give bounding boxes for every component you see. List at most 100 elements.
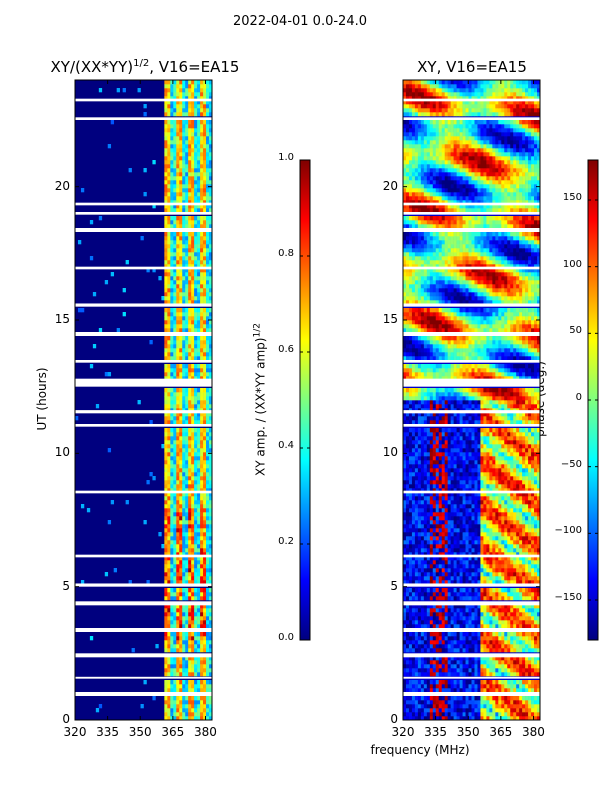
- amp-heatmap-cell: [185, 296, 189, 301]
- phase-heatmap-cell: [403, 504, 407, 509]
- phase-heatmap-cell: [447, 512, 451, 517]
- phase-heatmap-cell: [516, 624, 520, 629]
- phase-heatmap-cell: [447, 632, 451, 637]
- amp-heatmap-cell: [179, 500, 183, 505]
- phase-heatmap-cell: [474, 680, 478, 685]
- phase-heatmap-cell: [417, 572, 422, 577]
- phase-heatmap-cell: [504, 664, 508, 669]
- phase-heatmap-cell: [403, 620, 407, 625]
- amp-heatmap-cell: [167, 696, 171, 701]
- phase-heatmap-cell: [414, 572, 419, 577]
- amp-heatmap-cell: [203, 508, 207, 513]
- amp-heatmap-cell: [191, 124, 195, 129]
- phase-heatmap-cell: [447, 684, 451, 689]
- phase-heatmap-cell: [447, 696, 451, 701]
- amp-heatmap-cell: [203, 572, 207, 577]
- phase-heatmap-cell: [492, 644, 496, 649]
- amp-heatmap-cell: [185, 148, 189, 153]
- phase-heatmap-cell: [423, 656, 428, 661]
- amp-heatmap-cell: [206, 356, 210, 361]
- phase-heatmap-cell: [405, 696, 410, 701]
- amp-heatmap-cell: [188, 508, 192, 513]
- amp-heatmap-cell: [209, 272, 212, 277]
- phase-heatmap-cell: [525, 624, 529, 629]
- phase-heatmap-cell: [465, 708, 469, 713]
- phase-heatmap-cell: [501, 528, 505, 533]
- phase-heatmap-cell: [414, 540, 419, 545]
- amp-heatmap-cell: [188, 260, 192, 265]
- phase-heatmap-cell: [492, 508, 496, 513]
- amp-heatmap-cell: [206, 496, 210, 501]
- amp-heatmap-cell: [167, 124, 171, 129]
- phase-heatmap-cell: [423, 616, 428, 621]
- amp-heatmap-cell: [173, 712, 177, 717]
- phase-heatmap-cell: [486, 484, 490, 489]
- amp-heatmap-cell: [194, 260, 198, 265]
- phase-heatmap-cell: [417, 608, 422, 613]
- phase-heatmap-cell: [429, 644, 434, 649]
- phase-heatmap-cell: [408, 500, 413, 505]
- amp-heatmap-cell: [188, 288, 192, 293]
- phase-heatmap-cell: [414, 636, 419, 641]
- phase-heatmap-cell: [426, 536, 431, 541]
- amp-heatmap-cell: [191, 296, 195, 301]
- amp-heatmap-cell: [188, 336, 192, 341]
- phase-heatmap-cell: [501, 488, 505, 493]
- amp-heatmap-cell: [197, 524, 201, 529]
- phase-heatmap-cell: [408, 520, 413, 525]
- phase-heatmap-cell: [432, 644, 437, 649]
- phase-heatmap-cell: [480, 516, 484, 521]
- amp-heatmap-cell: [167, 592, 171, 597]
- phase-heatmap-cell: [447, 476, 451, 481]
- phase-heatmap-cell: [408, 516, 413, 521]
- amp-heatmap-cell: [203, 132, 207, 137]
- amp-heatmap-cell: [200, 388, 204, 393]
- phase-heatmap-cell: [507, 520, 511, 525]
- phase-heatmap-cell: [465, 572, 469, 577]
- phase-heatmap-cell: [423, 488, 428, 493]
- phase-heatmap-cell: [486, 572, 490, 577]
- phase-heatmap-cell: [450, 636, 454, 641]
- phase-heatmap-cell: [465, 568, 469, 573]
- amp-heatmap-cell: [179, 144, 183, 149]
- phase-heatmap-cell: [417, 716, 422, 720]
- amp-heatmap-cell: [200, 520, 204, 525]
- amp-heatmap-cell: [191, 340, 195, 345]
- amp-heatmap-cell: [191, 136, 195, 141]
- amp-heatmap-cell: [203, 352, 207, 357]
- amp-heatmap-cell: [179, 260, 183, 265]
- phase-heatmap-cell: [525, 636, 529, 641]
- amp-heatmap-cell: [167, 656, 171, 661]
- phase-heatmap-cell: [435, 636, 440, 641]
- amp-heatmap-cell: [185, 248, 189, 253]
- phase-heatmap-cell: [426, 512, 431, 517]
- amp-heatmap-cell: [170, 612, 174, 617]
- amp-heatmap-cell: [182, 460, 186, 465]
- amp-heatmap-cell: [176, 276, 180, 281]
- amp-heatmap-cell: [203, 396, 207, 401]
- amp-heatmap-cell: [191, 420, 195, 425]
- phase-heatmap-cell: [420, 504, 425, 509]
- amp-heatmap-cell: [188, 372, 192, 377]
- phase-heatmap-cell: [453, 596, 457, 601]
- phase-heatmap-cell: [414, 712, 419, 717]
- phase-heatmap-cell: [531, 632, 535, 637]
- phase-heatmap-cell: [414, 604, 419, 609]
- phase-heatmap-cell: [456, 488, 460, 493]
- amp-heatmap-cell: [173, 96, 177, 101]
- phase-heatmap-cell: [462, 672, 466, 677]
- phase-heatmap-cell: [405, 560, 410, 565]
- phase-heatmap-cell: [465, 620, 469, 625]
- phase-heatmap-cell: [504, 684, 508, 689]
- phase-heatmap-cell: [444, 656, 448, 661]
- amp-heatmap-cell: [197, 648, 201, 653]
- phase-heatmap-cell: [417, 632, 422, 637]
- amp-heatmap-cell: [209, 488, 212, 493]
- amp-heatmap-cell: [167, 548, 171, 553]
- phase-heatmap-cell: [420, 496, 425, 501]
- amp-heatmap-cell: [206, 120, 210, 125]
- phase-heatmap-cell: [411, 608, 416, 613]
- amp-heatmap-cell: [164, 376, 168, 381]
- phase-heatmap-cell: [459, 520, 463, 525]
- phase-heatmap-cell: [450, 596, 454, 601]
